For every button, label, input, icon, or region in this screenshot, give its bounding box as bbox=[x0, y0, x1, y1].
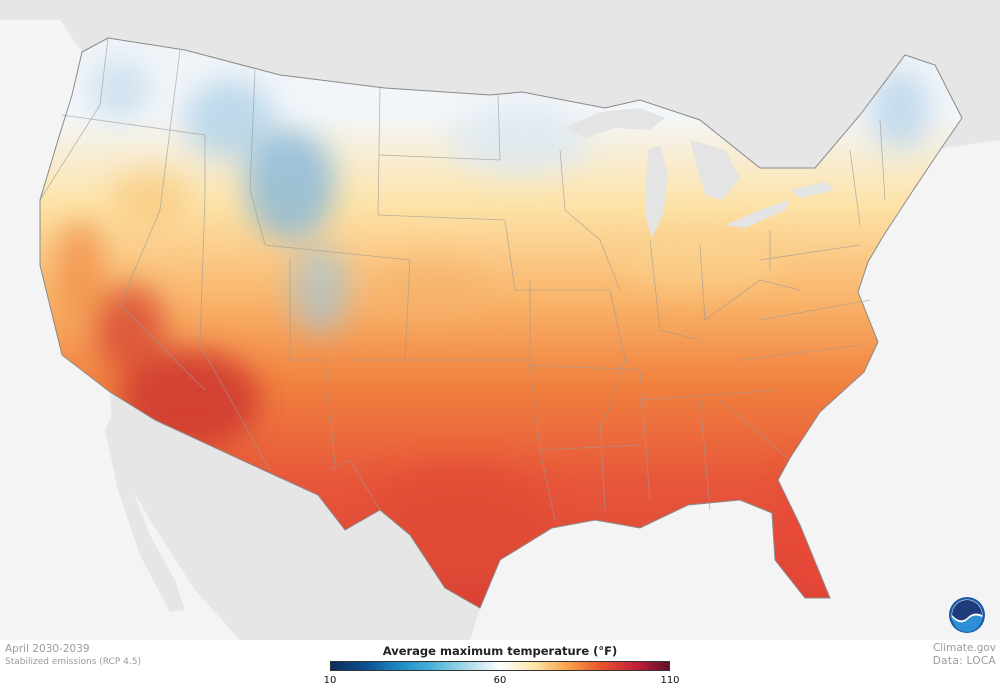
credit-data: Data: LOCA bbox=[932, 655, 996, 667]
lake-superior bbox=[565, 108, 665, 138]
legend-title: Average maximum temperature (°F) bbox=[382, 644, 618, 658]
legend-mid-label: 60 bbox=[493, 675, 507, 686]
baja-peninsula bbox=[105, 415, 185, 612]
legend-min-label: 10 bbox=[323, 675, 337, 686]
period-label: April 2030-2039 bbox=[5, 643, 90, 655]
lake-michigan bbox=[645, 145, 668, 238]
great-lakes bbox=[565, 108, 835, 238]
lake-ontario bbox=[790, 182, 835, 198]
noaa-logo bbox=[949, 597, 985, 633]
credit-site: Climate.gov bbox=[932, 642, 996, 654]
lake-huron bbox=[690, 140, 740, 200]
legend-color-bar bbox=[330, 661, 670, 671]
canada-landmass bbox=[0, 0, 1000, 200]
mexico-landmass bbox=[110, 392, 480, 640]
state-boundaries bbox=[39, 37, 886, 521]
map-area bbox=[0, 0, 1000, 640]
lake-erie bbox=[725, 200, 790, 228]
scenario-label: Stabilized emissions (RCP 4.5) bbox=[5, 657, 141, 667]
temperature-map bbox=[0, 0, 1000, 640]
map-footer: April 2030-2039 Stabilized emissions (RC… bbox=[0, 640, 1000, 690]
legend-max-label: 110 bbox=[660, 675, 680, 686]
